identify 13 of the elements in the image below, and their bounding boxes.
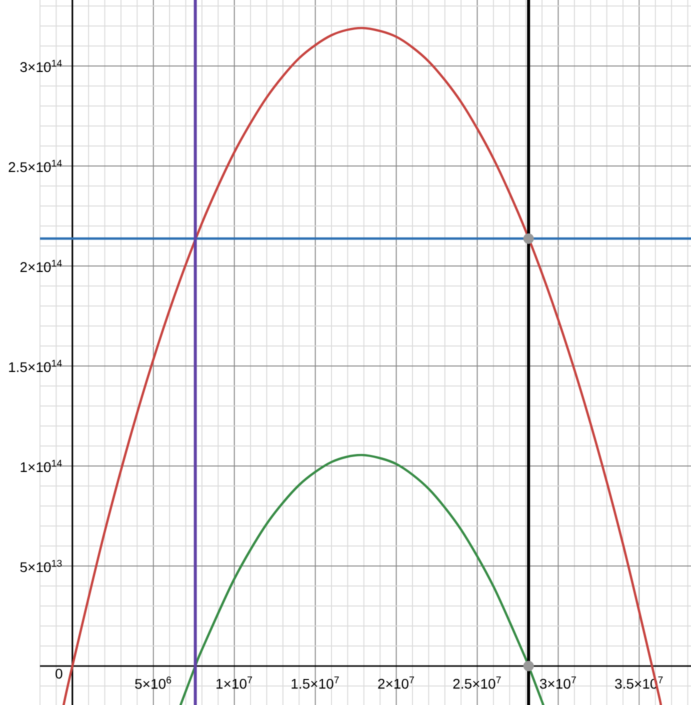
y-tick-label: 3×10$^{14}$ — [20, 60, 62, 72]
x-tick-label: 1×10$^{7}$ — [216, 676, 252, 689]
y-tick-label: 1.5×10$^{14}$ — [9, 360, 62, 372]
y-tick-label: 1×10$^{14}$ — [20, 460, 62, 472]
x-tick-label: 2.5×10$^{7}$ — [453, 676, 501, 689]
x-tick-label: 3×10$^{7}$ — [540, 676, 576, 689]
y-tick-label: 5×10$^{13}$ — [20, 560, 62, 572]
y-tick-label: 2.5×10$^{14}$ — [8, 160, 62, 172]
x-tick-label: 5×10$^{6}$ — [135, 676, 172, 689]
y-tick-label: 0 — [56, 668, 62, 679]
y-tick-label: 2×10$^{14}$ — [20, 260, 62, 272]
x-tick-label: 1.5×10$^{7}$ — [292, 676, 339, 689]
x-tick-label: 2×10$^{7}$ — [378, 676, 414, 689]
